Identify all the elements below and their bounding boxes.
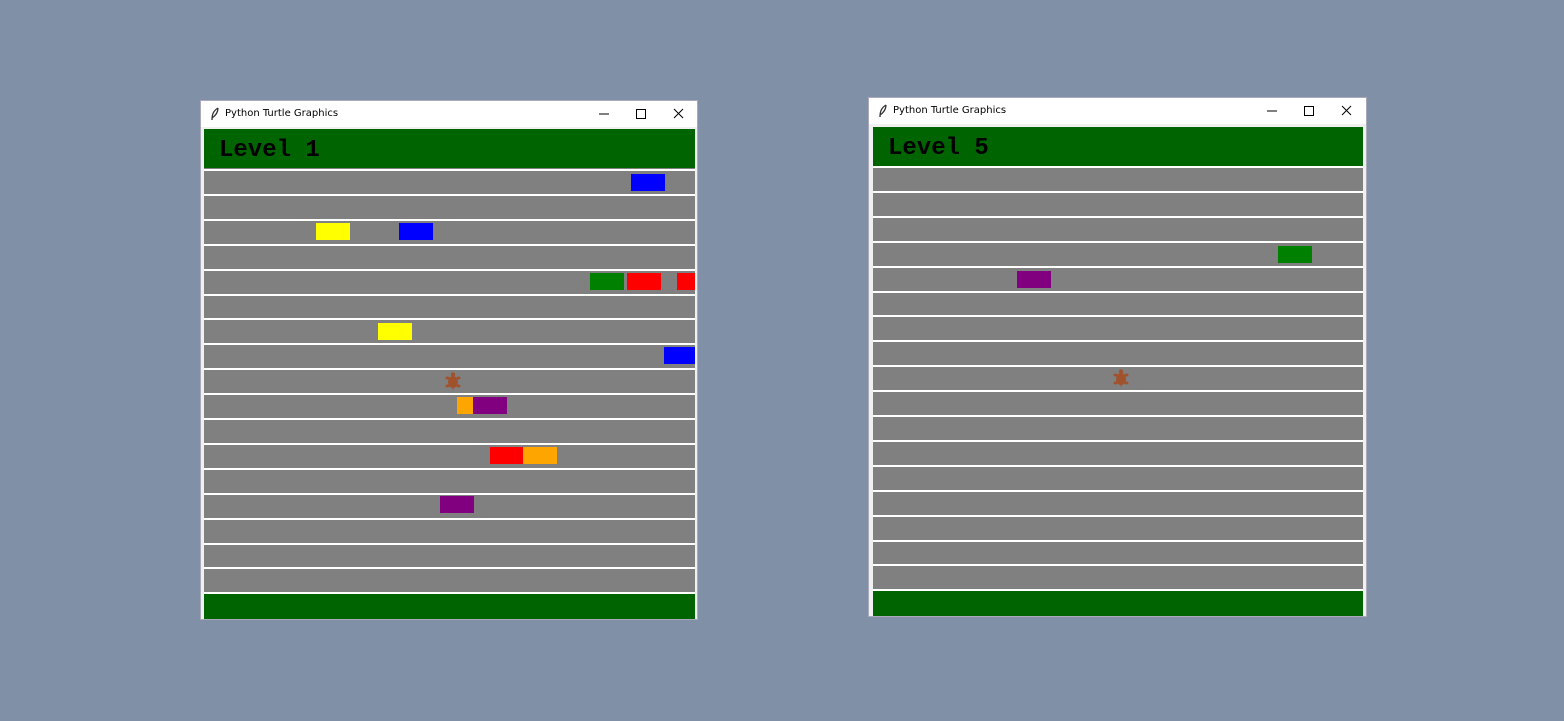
car [440,496,474,513]
lane-line [873,290,1363,293]
car [677,273,695,290]
car [631,174,665,191]
car [1278,246,1312,263]
level-label: Level 5 [888,135,989,162]
lane-line [873,514,1363,517]
lane-line [204,368,695,371]
lane-line [204,293,695,296]
lane-line [873,564,1363,567]
lane-line [873,215,1363,218]
finish-zone [204,594,695,619]
lane-line [204,467,695,470]
lane-line [873,464,1363,467]
car [1017,271,1051,288]
lane-line [204,517,695,520]
car [590,273,624,290]
lane-line [204,243,695,246]
lane-line [873,439,1363,442]
lane-line [873,390,1363,393]
lane-line [204,343,695,346]
top-zone: Level 1 [204,129,695,168]
car [378,323,412,340]
lane-line [204,268,695,271]
lane-line [204,393,695,396]
car [664,347,695,364]
lane-line [204,169,695,171]
lane-line [873,539,1363,542]
game-area: Level 1 [204,129,695,619]
lane-line [873,240,1363,243]
lane-line [873,365,1363,368]
app-icon [879,104,887,118]
title-bar: Python Turtle Graphics [869,98,1366,124]
lane-line [873,340,1363,343]
lane-line [204,567,695,570]
window-controls[interactable] [1263,104,1363,118]
car [457,397,473,414]
lane-line [873,166,1363,168]
window-controls[interactable] [595,107,695,121]
window-title: Python Turtle Graphics [893,105,1007,116]
car [473,397,507,414]
lane-line [204,492,695,495]
finish-zone [873,591,1363,616]
car [490,447,524,464]
lane-line [204,218,695,221]
lane-line [204,193,695,196]
app-icon [211,107,219,121]
lane-line [873,315,1363,318]
turtle-player [445,372,461,391]
level-label: Level 1 [219,137,320,164]
lane-line [204,542,695,545]
car [627,273,661,290]
lane-line [204,592,695,595]
window-title: Python Turtle Graphics [225,108,339,119]
lane-line [873,489,1363,492]
lane-line [204,418,695,420]
lane-line [873,415,1363,417]
lane-line [873,190,1363,193]
lane-line [873,265,1363,268]
car [316,223,350,240]
lane-line [204,318,695,321]
lane-line [204,442,695,445]
lane-line [873,589,1363,592]
car [399,223,433,240]
game-area: Level 5 [873,127,1363,616]
window: Python Turtle Graphics Level 5 [868,97,1367,617]
top-zone: Level 5 [873,127,1363,166]
title-bar: Python Turtle Graphics [201,101,697,127]
turtle-player [1113,369,1129,388]
window: Python Turtle Graphics Level 1 [200,100,698,620]
car [523,447,557,464]
